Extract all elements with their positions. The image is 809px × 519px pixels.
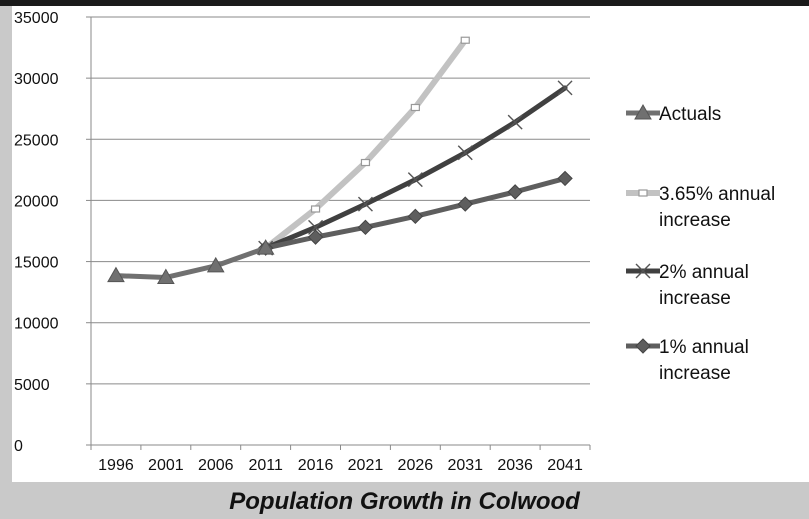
x-tick-labels: 1996 2001 2006 2011 2016 2021 2026 2031 2036 2041 [98,457,583,474]
series-line [113,245,269,280]
diamond-marker [507,184,523,200]
square-marker [460,36,470,44]
diamond-marker [635,338,651,354]
x-tick-label: 2001 [148,457,184,474]
legend-label: increase [659,363,731,384]
series-line [262,37,469,252]
triangle-marker [256,239,275,255]
square-marker [360,158,371,167]
series-1 [261,36,470,252]
diamond-marker [307,229,324,245]
x-tick-label: 1996 [98,457,134,474]
y-tick-label: 25000 [14,132,59,149]
x-marker [635,263,651,279]
triangle-marker [206,256,225,273]
legend-entry-0: Actuals [626,103,721,125]
triangle-marker [156,268,175,284]
diamond-marker [557,170,573,187]
triangle-marker [107,266,125,283]
diamond-marker [357,219,374,236]
legend-entry-3: 1% annual increase [626,337,749,384]
x-marker-stroke [635,263,651,279]
x-tick-label: 2006 [198,457,234,474]
legend-label: 3.65% annual [659,184,775,205]
series-2 [258,80,573,256]
legend-label: Actuals [659,104,721,125]
x-marker-stroke [308,219,324,235]
x-tick-label: 2026 [398,457,434,474]
y-tick-label: 0 [14,438,23,455]
population-chart: 0 5000 10000 15000 20000 25000 30000 35000 1996… [14,10,775,474]
x-marker [407,172,423,188]
x-tick-label: 2016 [298,457,334,474]
x-marker [507,114,523,130]
legend-entry-1: 3.65% annual increase [626,184,775,231]
y-tick-label: 10000 [14,316,59,333]
square-marker [410,103,420,112]
x-tick-label: 2021 [348,457,384,474]
y-tick-label: 15000 [14,255,59,272]
x-marker-stroke [357,196,373,212]
top-border [0,0,809,6]
x-tick-label: 2036 [497,457,533,474]
y-tick-label: 5000 [14,377,50,394]
legend-label: increase [659,210,731,231]
legend-label: 1% annual [659,337,749,358]
triangle-marker [634,103,652,120]
gridlines [91,16,590,385]
y-tick-label: 30000 [14,71,59,88]
legend-label: 2% annual [659,262,749,283]
y-tick-label: 20000 [14,193,59,210]
x-marker [308,219,324,235]
chart-caption: Population Growth in Colwood [229,488,580,515]
axes [86,16,591,450]
x-marker-stroke [507,114,523,130]
legend-label: increase [659,288,731,309]
series-0 [107,239,275,284]
legend-entry-2: 2% annual increase [626,262,749,309]
chart-panel: 0 5000 10000 15000 20000 25000 30000 35000 1996… [12,6,809,482]
x-tick-label: 2011 [248,457,283,474]
x-marker-stroke [457,145,473,161]
x-marker [457,145,473,161]
diamond-marker [407,208,424,225]
legend: Actuals 3.65% annual increase 2% annual incr… [626,103,775,384]
series-group [107,36,573,284]
diamond-marker [457,196,473,212]
square-marker [638,189,648,197]
x-tick-label: 2031 [447,457,483,474]
x-marker-stroke [557,80,573,96]
x-marker [557,80,573,96]
y-tick-label: 35000 [14,10,59,27]
square-marker [310,205,321,213]
x-marker [357,196,373,212]
x-tick-label: 2041 [547,457,583,474]
x-marker-stroke [407,172,423,188]
series-3 [257,170,573,256]
y-tick-labels: 0 5000 10000 15000 20000 25000 30000 35000 [14,10,59,455]
